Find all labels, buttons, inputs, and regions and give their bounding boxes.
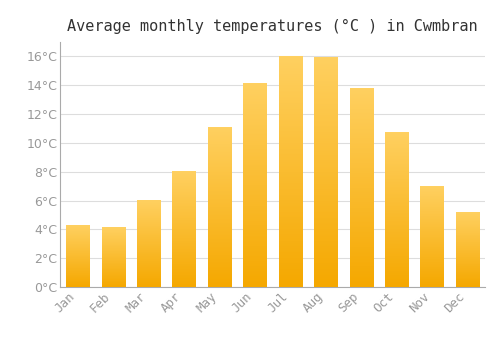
Title: Average monthly temperatures (°C ) in Cwmbran: Average monthly temperatures (°C ) in Cw… (67, 19, 478, 34)
